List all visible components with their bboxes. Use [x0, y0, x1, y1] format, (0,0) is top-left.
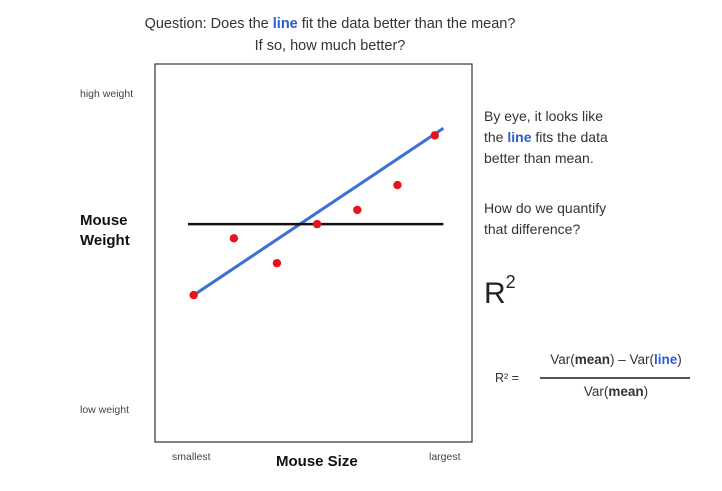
- data-point-4: [312, 219, 322, 229]
- data-point-5: [353, 205, 362, 215]
- x-tick-label-smallest: smallest: [172, 451, 211, 463]
- question-line-2: If so, how much better?: [254, 38, 406, 54]
- data-point-6: [393, 180, 402, 190]
- formula-numerator: Var(mean) – Var(line): [550, 352, 682, 367]
- x-tick-label-largest: largest: [429, 451, 461, 463]
- y-tick-label-low: low weight: [80, 404, 130, 416]
- x-axis-label: Mouse Size: [276, 453, 358, 470]
- formula-line-word: line: [654, 352, 678, 367]
- formula-lhs: R² =: [495, 371, 519, 385]
- quantify-note: How do we quantify that difference?: [484, 200, 607, 237]
- note-line-word: line: [507, 129, 532, 145]
- line-series-line: [192, 127, 445, 297]
- data-point-2: [229, 234, 239, 243]
- question-line-1: Question: Does the line fit the data bet…: [144, 16, 516, 32]
- y-axis-label: Mouse Weight: [80, 212, 130, 249]
- by-eye-note: By eye, it looks like the line fits the …: [484, 108, 608, 166]
- plot-frame: [154, 63, 473, 443]
- y-tick-label-high: high weight: [80, 88, 134, 100]
- formula-fraction-bar: [540, 377, 690, 379]
- data-point-7: [430, 131, 439, 140]
- question-line-word: line: [272, 16, 298, 32]
- formula-denominator: Var(mean): [583, 384, 649, 399]
- data-point-3: [272, 258, 282, 268]
- r-squared-heading: R2: [484, 272, 516, 310]
- data-point-1: [189, 290, 198, 300]
